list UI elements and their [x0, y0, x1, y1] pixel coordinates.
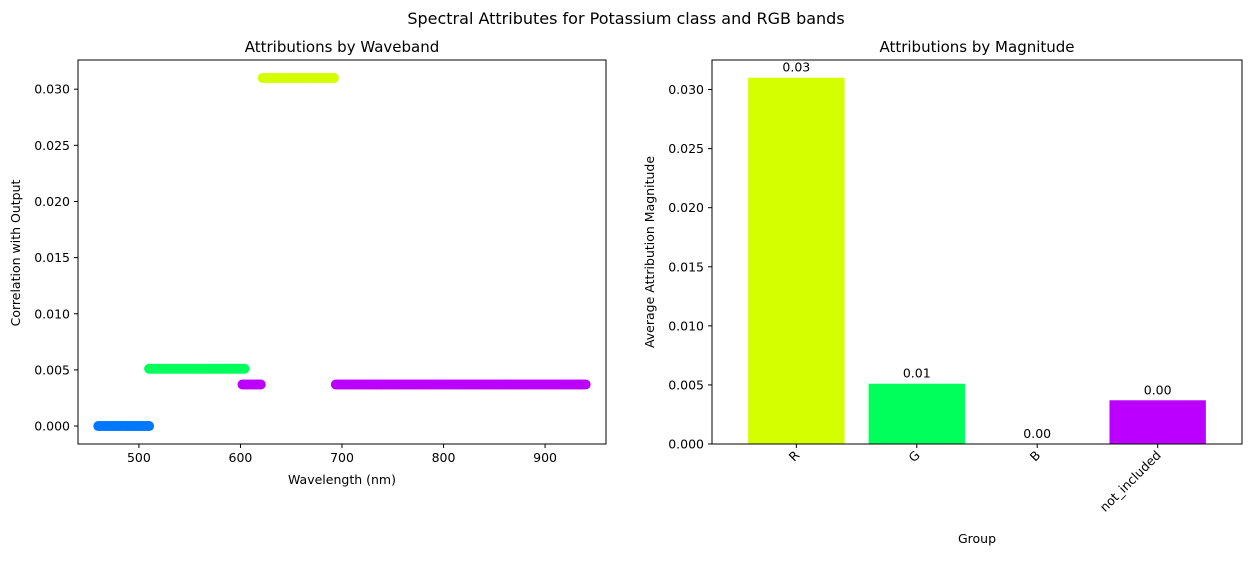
y-tick-label: 0.015	[668, 259, 704, 274]
x-tick-label: 500	[127, 450, 151, 465]
x-tick-label: B	[1027, 448, 1044, 465]
bar-chart-title: Attributions by Magnitude	[879, 38, 1074, 56]
bar-value-label: 0.00	[1023, 426, 1051, 441]
scatter-points	[93, 72, 591, 432]
y-tick-label: 0.025	[34, 138, 70, 153]
y-tick-label: 0.015	[34, 250, 70, 265]
bar-value-label: 0.03	[782, 60, 810, 75]
y-tick-label: 0.005	[668, 377, 704, 392]
figure-suptitle: Spectral Attributes for Potassium class …	[407, 9, 844, 28]
scatter-x-axis-label: Wavelength (nm)	[288, 472, 396, 487]
y-tick-label: 0.030	[668, 82, 704, 97]
bar-y-axis-label: Average Attribution Magnitude	[642, 156, 657, 348]
x-tick-label: 600	[229, 450, 253, 465]
y-tick-label: 0.010	[34, 306, 70, 321]
y-tick-label: 0.020	[668, 200, 704, 215]
bar-G	[868, 383, 965, 444]
x-tick-label: 700	[330, 450, 354, 465]
x-tick-label: 900	[533, 450, 557, 465]
scatter-point	[328, 72, 339, 83]
y-tick-label: 0.005	[34, 362, 70, 377]
bar-R	[748, 77, 845, 444]
y-tick-label: 0.030	[34, 82, 70, 97]
bar-axes-frame	[711, 59, 1243, 445]
bar-data-labels: 0.03 0.01 0.00 0.00	[782, 60, 1171, 441]
magnitude-bar-chart: Attributions by Magnitude 0.030.010.000.…	[642, 38, 1243, 546]
scatter-axis-ticks: 500 600 700 800 900 0.000 0.005 0.010 0.015 0.020…	[34, 82, 557, 465]
bar-value-label: 0.00	[1144, 382, 1172, 397]
x-tick-label: not_included	[1097, 448, 1164, 515]
scatter-point	[580, 379, 591, 390]
y-tick-label: 0.020	[34, 194, 70, 209]
scatter-chart-title: Attributions by Waveband	[245, 38, 440, 56]
bar-not_included	[1109, 400, 1206, 444]
bar-series	[748, 77, 1206, 444]
scatter-axes-frame	[77, 59, 607, 445]
x-tick-label: G	[905, 448, 922, 465]
x-tick-label: R	[786, 447, 803, 464]
bar-x-axis-label: Group	[958, 531, 996, 546]
scatter-point	[255, 379, 266, 390]
scatter-y-axis-label: Correlation with Output	[8, 180, 23, 327]
scatter-point	[144, 421, 155, 432]
y-tick-label: 0.010	[668, 318, 704, 333]
waveband-scatter-chart: Attributions by Waveband 500 600 700 800 900…	[8, 38, 607, 487]
bar-value-label: 0.01	[903, 366, 931, 381]
scatter-point	[239, 363, 250, 374]
x-tick-label: 800	[432, 450, 456, 465]
y-tick-label: 0.025	[668, 141, 704, 156]
y-tick-label: 0.000	[34, 419, 70, 434]
y-tick-label: 0.000	[668, 437, 704, 452]
